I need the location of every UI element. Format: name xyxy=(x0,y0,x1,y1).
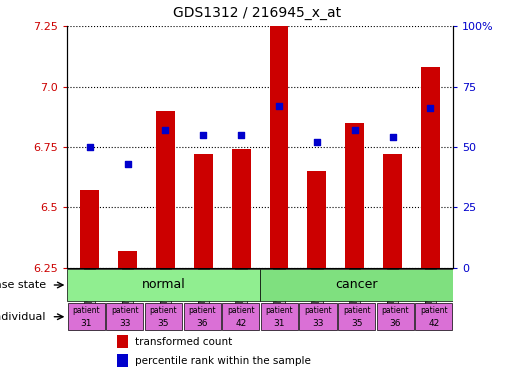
Text: patient: patient xyxy=(266,306,293,315)
Text: percentile rank within the sample: percentile rank within the sample xyxy=(134,356,311,366)
Point xyxy=(124,161,132,167)
Bar xyxy=(307,171,327,268)
Text: individual: individual xyxy=(0,312,46,322)
Text: GSM73387: GSM73387 xyxy=(274,270,284,312)
Text: GDS1312 / 216945_x_at: GDS1312 / 216945_x_at xyxy=(174,6,341,20)
Point xyxy=(85,144,94,150)
Bar xyxy=(194,154,213,268)
Point xyxy=(351,127,359,133)
Bar xyxy=(117,354,128,367)
Text: GSM73394: GSM73394 xyxy=(236,270,246,312)
Text: GSM73395: GSM73395 xyxy=(426,270,435,312)
Bar xyxy=(67,270,260,300)
Text: 31: 31 xyxy=(273,319,285,328)
Text: patient: patient xyxy=(150,306,177,315)
Point xyxy=(161,127,169,133)
Point xyxy=(388,134,397,140)
Text: GSM73391: GSM73391 xyxy=(350,270,359,312)
Text: patient: patient xyxy=(304,306,332,315)
Bar xyxy=(421,67,440,268)
Text: normal: normal xyxy=(142,279,185,291)
Text: GSM73388: GSM73388 xyxy=(123,270,132,312)
Text: patient: patient xyxy=(343,306,370,315)
Bar xyxy=(345,123,364,268)
Text: 35: 35 xyxy=(351,319,363,328)
Text: 33: 33 xyxy=(312,319,324,328)
Point xyxy=(426,105,435,111)
Text: 42: 42 xyxy=(428,319,439,328)
Bar xyxy=(269,26,288,268)
Bar xyxy=(106,303,143,330)
Text: 36: 36 xyxy=(389,319,401,328)
Text: patient: patient xyxy=(73,306,100,315)
Bar xyxy=(415,303,452,330)
Bar xyxy=(222,303,259,330)
Text: 31: 31 xyxy=(80,319,92,328)
Text: patient: patient xyxy=(420,306,448,315)
Bar xyxy=(80,190,99,268)
Bar xyxy=(232,149,251,268)
Text: 35: 35 xyxy=(158,319,169,328)
Bar xyxy=(183,303,220,330)
Bar xyxy=(383,154,402,268)
Point xyxy=(237,132,245,138)
Text: GSM73390: GSM73390 xyxy=(161,270,170,312)
Bar xyxy=(118,251,137,268)
Point xyxy=(313,139,321,145)
Text: patient: patient xyxy=(111,306,139,315)
Text: disease state: disease state xyxy=(0,280,46,290)
Bar xyxy=(376,303,414,330)
Point xyxy=(199,132,208,138)
Bar xyxy=(67,303,105,330)
Point xyxy=(275,103,283,109)
Text: cancer: cancer xyxy=(335,279,378,291)
Bar xyxy=(299,303,336,330)
Bar xyxy=(117,335,128,348)
Bar xyxy=(145,303,182,330)
Text: 36: 36 xyxy=(196,319,208,328)
Text: GSM73389: GSM73389 xyxy=(313,270,321,312)
Text: GSM73392: GSM73392 xyxy=(199,270,208,312)
Text: patient: patient xyxy=(188,306,216,315)
Bar xyxy=(156,111,175,268)
Text: patient: patient xyxy=(227,306,254,315)
Text: patient: patient xyxy=(382,306,409,315)
Bar xyxy=(338,303,375,330)
Bar xyxy=(260,270,453,300)
Text: 33: 33 xyxy=(119,319,131,328)
Text: GSM73386: GSM73386 xyxy=(85,270,94,312)
Bar xyxy=(261,303,298,330)
Text: 42: 42 xyxy=(235,319,246,328)
Text: GSM73393: GSM73393 xyxy=(388,270,397,312)
Text: transformed count: transformed count xyxy=(134,337,232,346)
